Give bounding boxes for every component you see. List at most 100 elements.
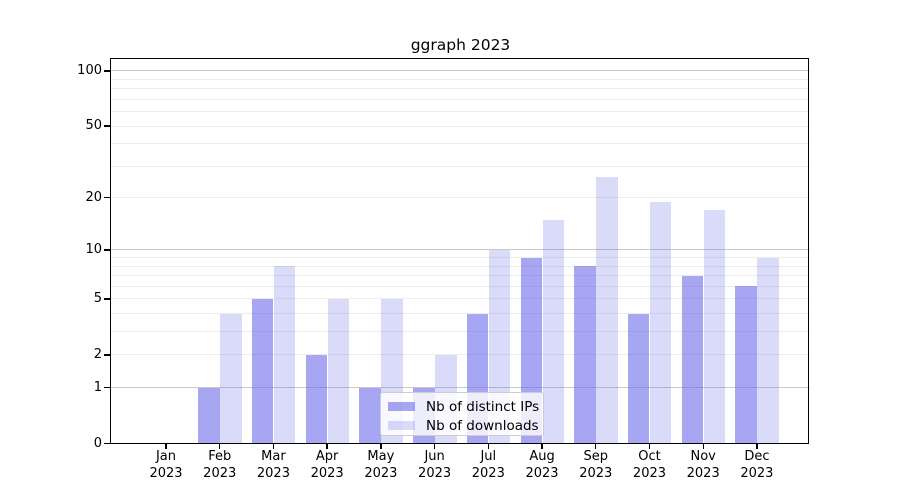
bar-distinct-ips (574, 266, 596, 444)
x-tick-label: Aug 2023 (500, 449, 584, 482)
x-tick-year: 2023 (632, 465, 667, 481)
x-tick-year: 2023 (579, 465, 613, 481)
plot-area (111, 59, 810, 444)
x-tick-month: Oct (638, 449, 661, 464)
x-tick-label: Jan 2023 (124, 449, 208, 482)
bar-distinct-ips (681, 275, 704, 444)
x-tick-label: Feb 2023 (178, 449, 262, 482)
gridline-minor (111, 197, 810, 199)
bar-downloads (220, 313, 242, 444)
x-tick-year: 2023 (525, 465, 559, 481)
x-tick-year: 2023 (256, 465, 290, 481)
bar-downloads (327, 298, 350, 444)
bar-distinct-ips (359, 387, 381, 444)
x-tick-year: 2023 (471, 465, 505, 481)
x-tick-mark (433, 444, 436, 449)
x-tick-mark (756, 444, 758, 449)
x-tick-label: Jul 2023 (446, 449, 530, 482)
legend-item-downloads: Nb of downloads (381, 416, 543, 435)
bar-downloads (596, 177, 618, 444)
x-tick-label: Apr 2023 (285, 449, 369, 482)
x-tick-mark (595, 444, 597, 449)
x-tick-mark (541, 444, 543, 449)
x-tick-label: Jun 2023 (393, 449, 477, 482)
legend-swatch-distinct-ips (388, 402, 415, 411)
x-tick-year: 2023 (203, 465, 237, 481)
legend: Nb of distinct IPs Nb of downloads (380, 392, 544, 436)
gridline-minor (111, 298, 810, 300)
x-tick-month: Nov (690, 449, 716, 464)
x-tick-label: Sep 2023 (554, 449, 638, 482)
gridline-minor (111, 125, 810, 127)
x-tick-month: Aug (529, 449, 555, 464)
x-tick-mark (219, 444, 221, 449)
bar-downloads (703, 210, 726, 444)
y-tick-label: 10 (85, 241, 102, 257)
x-tick-mark (702, 444, 704, 449)
x-tick-label: Nov 2023 (661, 449, 745, 482)
y-tick-mark (104, 125, 110, 127)
bar-distinct-ips (251, 298, 274, 444)
chart-title: ggraph 2023 (410, 36, 511, 54)
y-tick-mark (104, 197, 110, 199)
x-tick-mark (487, 444, 489, 449)
gridline-minor (111, 165, 810, 167)
x-tick-year: 2023 (364, 465, 398, 481)
legend-swatch-downloads (388, 421, 415, 430)
x-tick-year: 2023 (740, 465, 774, 481)
y-tick-label: 50 (85, 118, 102, 134)
x-tick-label: Mar 2023 (231, 449, 315, 482)
x-tick-month: Jul (480, 449, 497, 464)
bar-distinct-ips (735, 286, 757, 444)
gridline-minor (111, 275, 810, 277)
gridline-major (111, 249, 810, 251)
y-tick-mark (104, 70, 110, 72)
bar-downloads (757, 257, 779, 444)
bar-downloads (273, 266, 296, 444)
gridline-minor (111, 257, 810, 259)
gridline-minor (111, 265, 810, 267)
y-tick-mark (104, 354, 110, 356)
gridline-major (111, 387, 810, 389)
y-tick-label: 20 (85, 189, 102, 205)
legend-label-downloads: Nb of downloads (426, 417, 539, 434)
x-tick-month: Sep (583, 449, 608, 464)
x-tick-year: 2023 (149, 465, 183, 481)
gridline-minor (111, 285, 810, 287)
bar-distinct-ips (198, 387, 220, 444)
x-tick-year: 2023 (310, 465, 344, 481)
legend-item-distinct-ips: Nb of distinct IPs (381, 397, 543, 416)
x-tick-month: Jun (424, 449, 445, 464)
x-tick-month: Mar (261, 449, 286, 464)
x-tick-year: 2023 (686, 465, 720, 481)
y-tick-label: 0 (93, 435, 102, 451)
bar-downloads (542, 219, 565, 444)
gridline-minor (111, 354, 810, 356)
x-tick-mark (648, 444, 651, 449)
x-tick-month: May (367, 449, 395, 464)
gridline-minor (111, 98, 810, 100)
gridline-minor (111, 143, 810, 145)
x-tick-mark (380, 444, 382, 449)
y-tick-mark (104, 442, 110, 445)
x-tick-label: Dec 2023 (715, 449, 799, 482)
y-tick-label: 1 (93, 379, 102, 395)
gridline-minor (111, 313, 810, 315)
x-tick-mark (326, 444, 328, 449)
x-tick-label: May 2023 (339, 449, 423, 482)
gridline-major (111, 70, 810, 72)
y-tick-label: 2 (93, 346, 102, 362)
bar-distinct-ips (305, 354, 328, 444)
bar-downloads (649, 201, 672, 444)
x-tick-month: Dec (744, 449, 770, 464)
y-tick-label: 100 (77, 62, 102, 78)
y-tick-label: 5 (93, 290, 102, 306)
x-tick-month: Apr (315, 449, 339, 464)
x-tick-label: Oct 2023 (607, 449, 691, 482)
y-tick-mark (104, 386, 110, 389)
x-tick-year: 2023 (418, 465, 452, 481)
gridline-minor (111, 331, 810, 333)
y-tick-mark (104, 249, 110, 251)
x-tick-mark (272, 444, 275, 449)
